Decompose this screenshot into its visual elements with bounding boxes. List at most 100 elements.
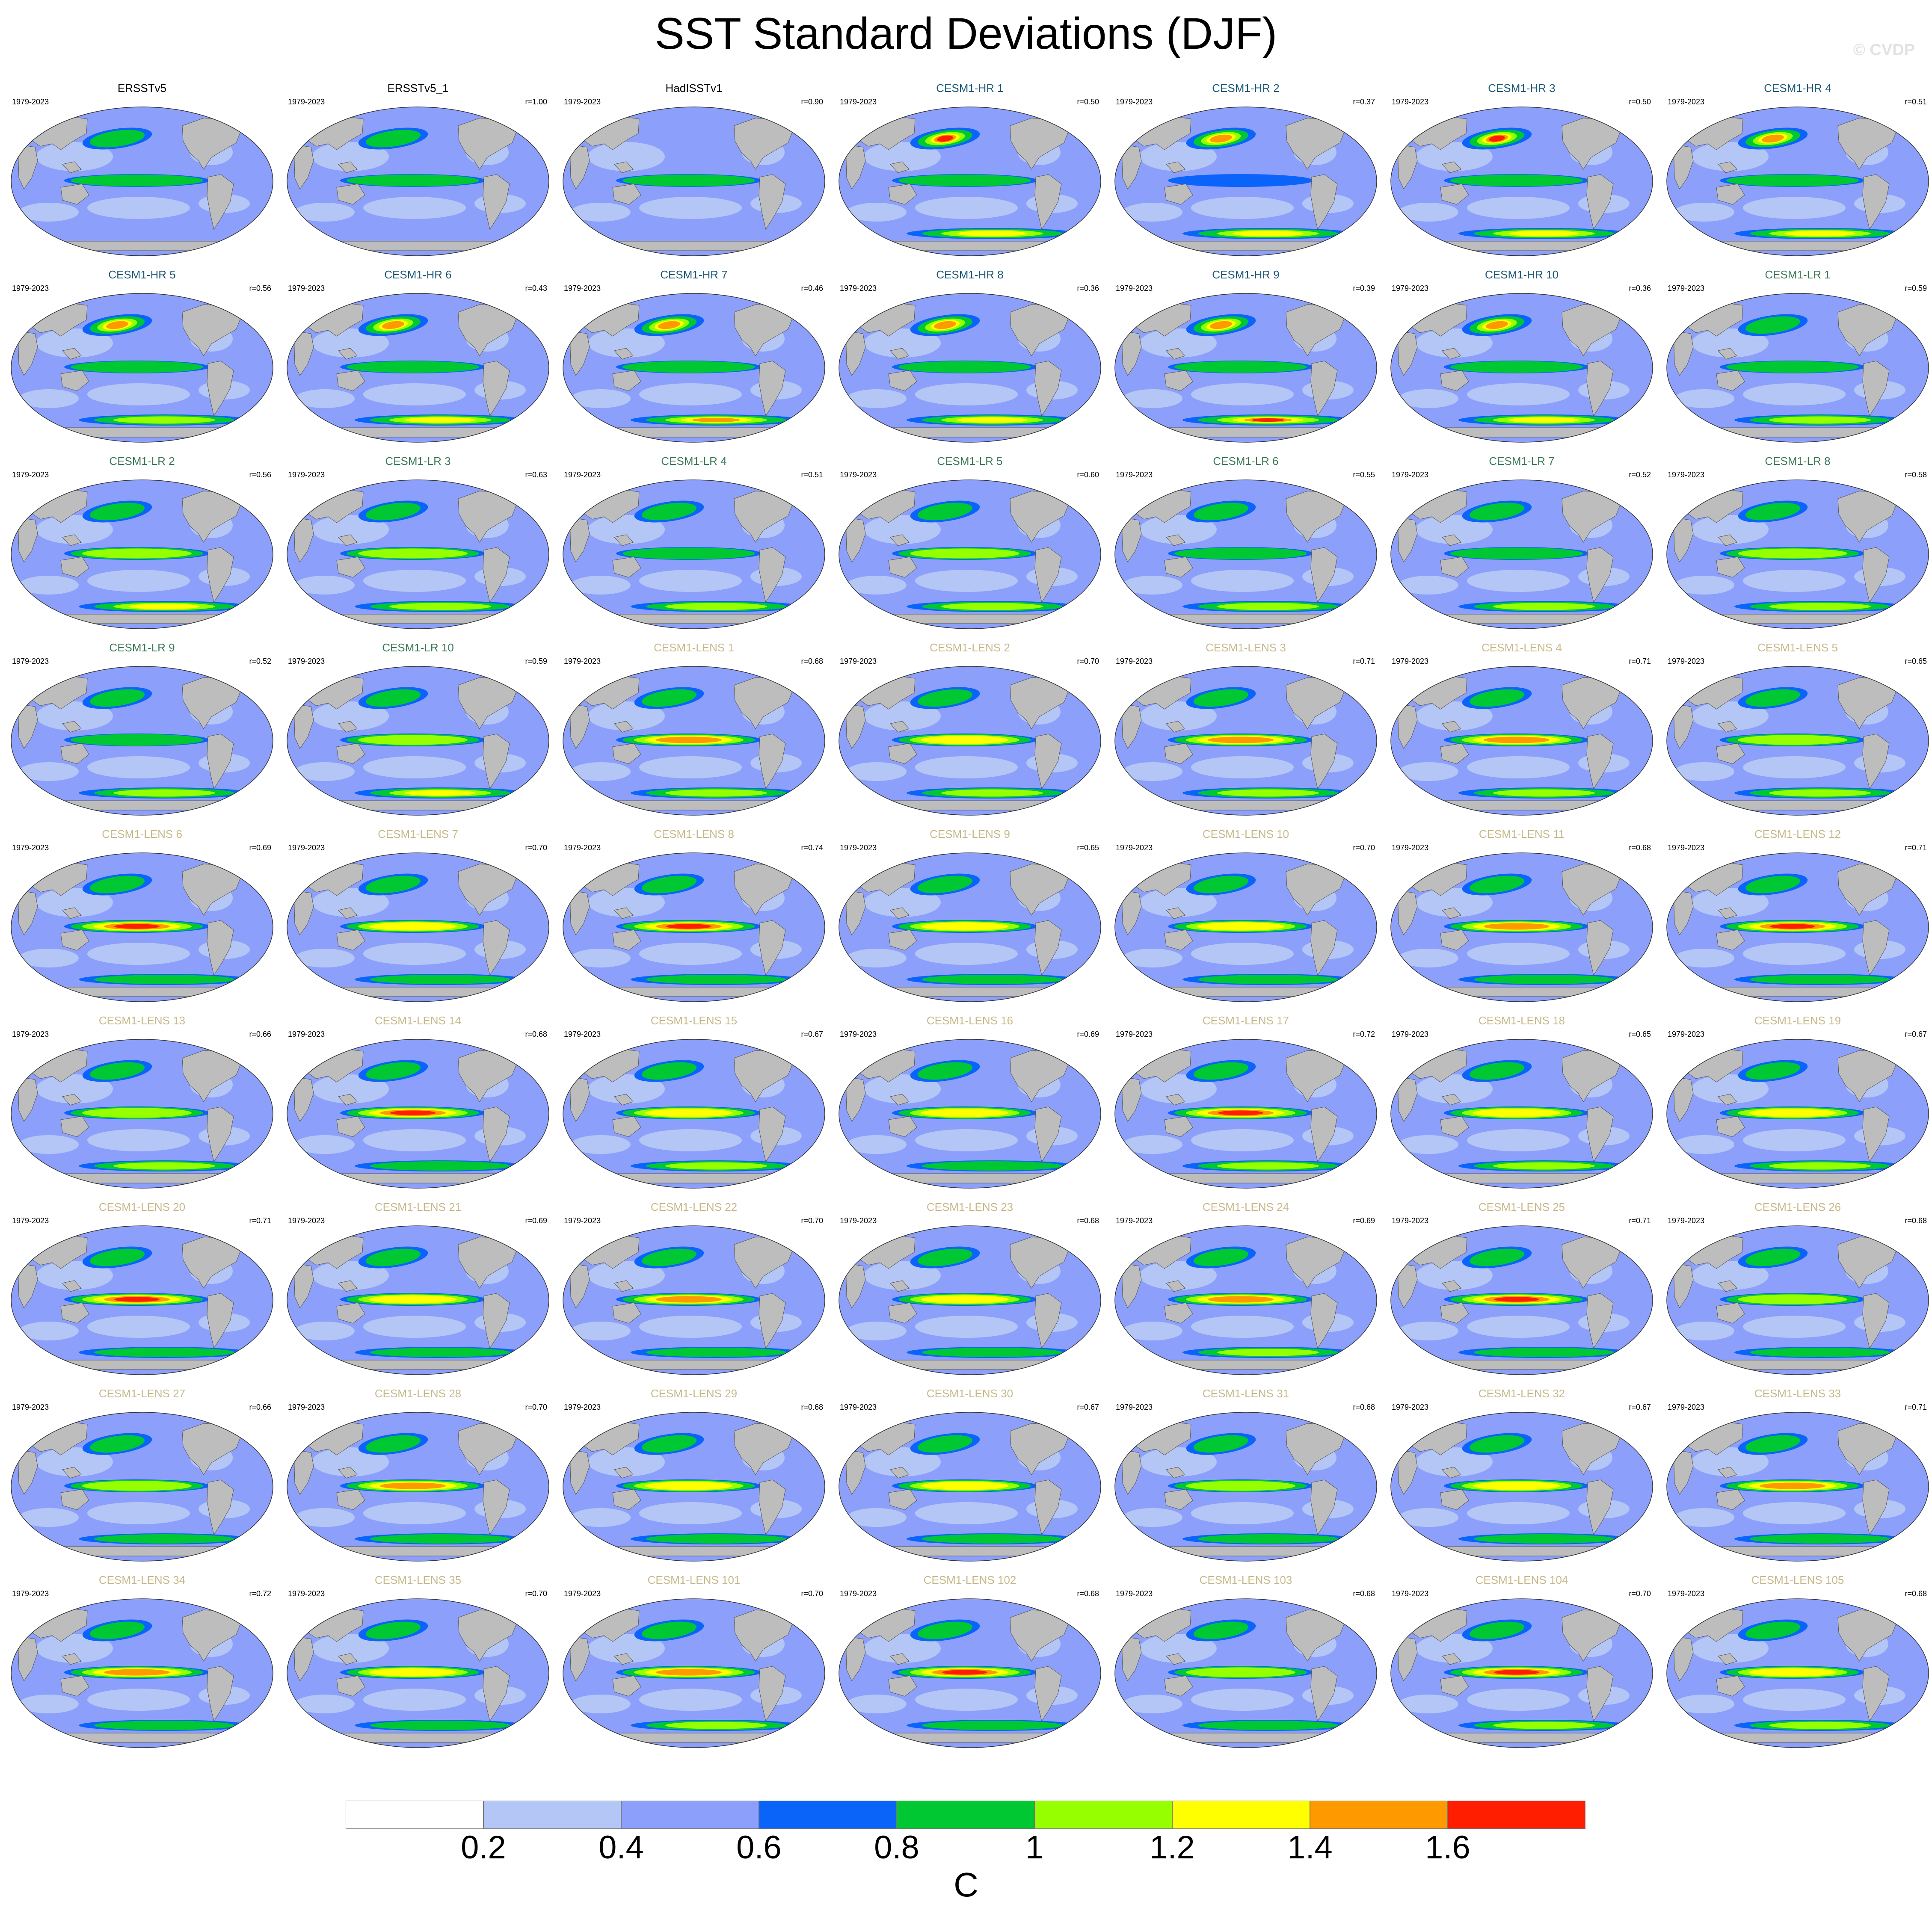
- panel-period: 1979-2023: [840, 657, 877, 666]
- sst-patch: [87, 1689, 190, 1711]
- panel-title: CESM1-LENS 105: [1751, 1574, 1844, 1586]
- panel-title: CESM1-LENS 19: [1754, 1014, 1841, 1027]
- enso-contour: [666, 924, 711, 929]
- land-mass: [888, 929, 917, 951]
- land-mass: [1166, 1467, 1185, 1479]
- sst-patch: [1191, 1129, 1294, 1151]
- kuroshio-contour: [934, 321, 956, 329]
- enso-contour: [71, 734, 203, 746]
- land-mass: [1034, 920, 1062, 976]
- enso-contour: [82, 1108, 192, 1118]
- land-mass: [62, 907, 82, 919]
- sst-patch: [1467, 570, 1570, 592]
- enso-contour: [1186, 1481, 1295, 1491]
- land-mass: [845, 704, 866, 749]
- sst-patch: [588, 1261, 665, 1290]
- panel-period: 1979-2023: [288, 284, 325, 293]
- kuroshio-contour: [90, 1435, 145, 1453]
- sst-patch: [312, 328, 389, 358]
- sst-patch: [363, 383, 466, 405]
- panel-period: 1979-2023: [840, 1403, 877, 1411]
- panel-title: CESM1-HR 8: [936, 268, 1004, 281]
- panel-period: 1979-2023: [1116, 284, 1153, 293]
- panel-period: 1979-2023: [12, 98, 49, 106]
- land-mass: [888, 1489, 917, 1510]
- map-panel: CESM1-HR 3 1979-2023 r=0.50: [1385, 81, 1659, 263]
- map-panel: CESM1-HR 7 1979-2023 r=0.46: [557, 268, 831, 450]
- land-mass: [1862, 1106, 1890, 1163]
- map-border: [563, 1598, 825, 1748]
- land-mass: [293, 1263, 314, 1309]
- land-mass: [1139, 614, 1346, 624]
- land-mass: [60, 1675, 89, 1697]
- map-panel: CESM1-LENS 29 1979-2023 r=0.68: [557, 1387, 831, 1568]
- panel-title: CESM1-HR 7: [660, 268, 728, 281]
- panel-correlation: r=0.70: [801, 1216, 823, 1225]
- enso-contour: [656, 737, 722, 743]
- land-mass: [890, 1280, 910, 1292]
- enso-contour: [1726, 175, 1859, 186]
- southern-ocean-contour: [665, 1722, 767, 1729]
- panel-title: ERSSTv5_1: [387, 82, 449, 95]
- panel-title: CESM1-LENS 27: [98, 1387, 186, 1400]
- map-border: [1390, 1225, 1653, 1375]
- panel-title: CESM1-LR 8: [1765, 455, 1831, 467]
- southern-ocean-contour: [1252, 418, 1284, 422]
- sst-stddev-map: [11, 293, 273, 443]
- panel-correlation: r=0.67: [801, 1030, 823, 1038]
- land-mass: [1121, 704, 1142, 749]
- map-border: [1114, 666, 1377, 816]
- land-mass: [1139, 1733, 1346, 1743]
- sst-stddev-map: [11, 666, 273, 816]
- land-mass: [311, 1733, 518, 1743]
- land-mass: [569, 1449, 590, 1495]
- map-panel: CESM1-LENS 18 1979-2023 r=0.65: [1385, 1014, 1659, 1195]
- panel-period: 1979-2023: [12, 470, 49, 479]
- sst-patch: [588, 142, 665, 171]
- land-mass: [1139, 1173, 1346, 1183]
- sst-stddev-map: [11, 1225, 273, 1375]
- land-mass: [483, 920, 510, 976]
- colorbar-tick-label: 0.8: [874, 1829, 919, 1866]
- sst-patch: [1140, 1074, 1217, 1103]
- panel-title: CESM1-LENS 28: [374, 1387, 462, 1400]
- sst-patch: [36, 328, 113, 358]
- sst-patch: [1692, 515, 1769, 544]
- panel-period: 1979-2023: [1392, 657, 1429, 666]
- sst-patch: [1191, 943, 1294, 965]
- panel-period: 1979-2023: [1668, 1589, 1705, 1598]
- sst-patch: [1416, 515, 1493, 544]
- panel-correlation: r=0.68: [801, 657, 823, 666]
- land-mass: [1440, 183, 1469, 205]
- colorbar-segment: [346, 1801, 483, 1829]
- southern-ocean-contour: [957, 231, 1028, 237]
- sst-patch: [864, 701, 941, 731]
- land-mass: [569, 1263, 590, 1309]
- enso-contour: [910, 548, 1019, 559]
- panel-correlation: r=0.55: [1353, 470, 1375, 479]
- kuroshio-contour: [1210, 321, 1232, 329]
- land-mass: [614, 534, 634, 546]
- panel-correlation: r=0.68: [1353, 1589, 1375, 1598]
- kuroshio-contour: [1194, 876, 1248, 893]
- panel-correlation: r=0.65: [1905, 657, 1927, 666]
- sst-patch: [19, 1695, 79, 1713]
- map-border: [1666, 293, 1929, 443]
- sst-patch: [36, 1447, 113, 1476]
- sst-patch: [847, 1135, 907, 1154]
- sst-stddev-map: [1114, 852, 1377, 1002]
- map-panel: CESM1-LENS 7 1979-2023 r=0.70: [281, 827, 555, 1009]
- panel-period: 1979-2023: [840, 284, 877, 293]
- sst-patch: [864, 1634, 941, 1663]
- land-mass: [1397, 331, 1418, 376]
- panel-title: CESM1-LENS 32: [1478, 1387, 1565, 1400]
- enso-contour: [921, 922, 1009, 931]
- sst-patch: [1692, 701, 1769, 731]
- colorbar-tick-label: 0.6: [736, 1829, 782, 1866]
- kuroshio-contour: [90, 1062, 145, 1080]
- sst-patch: [1140, 701, 1217, 731]
- kuroshio-contour: [1470, 503, 1524, 521]
- sst-patch: [1692, 1261, 1769, 1290]
- sst-patch: [639, 197, 742, 219]
- colorbar-segment: [897, 1801, 1034, 1829]
